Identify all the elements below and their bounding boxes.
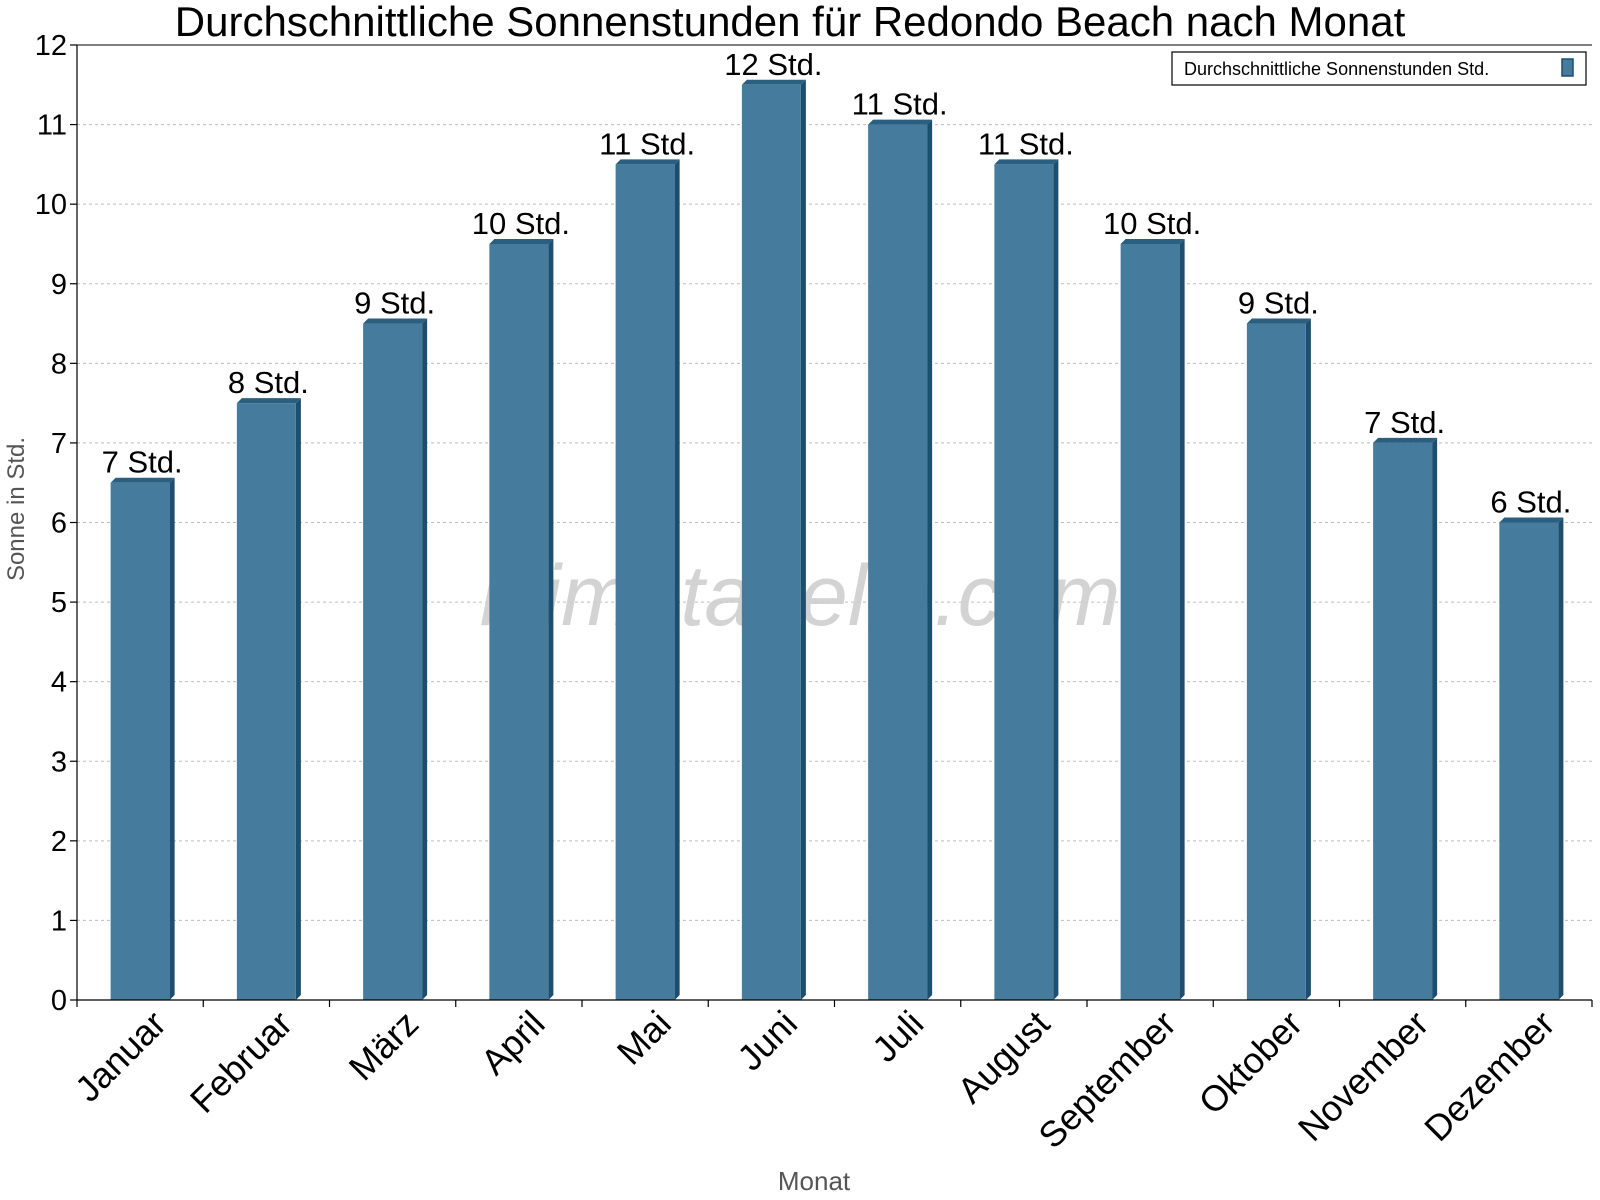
- data-label: 9 Std.: [354, 286, 435, 321]
- bar: [110, 477, 175, 1000]
- bar-top: [615, 159, 680, 165]
- x-tick-label: Juni: [729, 1003, 805, 1079]
- bar-side: [674, 159, 680, 1000]
- bar-front: [868, 124, 928, 1001]
- y-tick-label: 6: [51, 508, 67, 540]
- x-tick-label: April: [473, 1003, 553, 1083]
- bar-front: [1373, 442, 1433, 1001]
- y-tick-label: 9: [51, 269, 67, 301]
- y-tick-label: 8: [51, 348, 67, 380]
- bar: [1373, 437, 1438, 1001]
- bar-side: [1053, 159, 1059, 1000]
- bar: [489, 238, 554, 1001]
- bar: [1246, 318, 1311, 1001]
- legend-label: Durchschnittliche Sonnenstunden Std.: [1184, 59, 1489, 79]
- bar-front: [489, 243, 549, 1001]
- bar-side: [1179, 238, 1185, 1001]
- bar-front: [1120, 243, 1180, 1001]
- y-tick-label: 5: [51, 587, 67, 619]
- bar: [615, 159, 680, 1000]
- bar-front: [236, 403, 296, 1000]
- y-tick-label: 10: [35, 189, 67, 221]
- bar-front: [1499, 522, 1559, 1000]
- y-tick-label: 0: [51, 985, 67, 1017]
- axes: [70, 44, 1593, 1007]
- bar-side: [1305, 318, 1311, 1001]
- bar-top: [110, 477, 175, 483]
- grid-lines: [77, 44, 1592, 921]
- data-label: 7 Std.: [102, 445, 183, 480]
- bar: [741, 79, 806, 1000]
- data-label: 6 Std.: [1490, 485, 1571, 520]
- x-tick-label: Dezember: [1416, 1003, 1562, 1149]
- bar-top: [1246, 318, 1311, 324]
- bar-side: [548, 238, 554, 1001]
- data-label: 10 Std.: [472, 206, 570, 241]
- bar-top: [1499, 517, 1564, 523]
- x-tick-label: Mai: [609, 1003, 679, 1073]
- bars: [110, 79, 1564, 1001]
- x-tick-label: Februar: [182, 1003, 300, 1121]
- bar-side: [169, 477, 175, 1000]
- y-tick-label: 7: [51, 428, 67, 460]
- bar-top: [994, 159, 1059, 165]
- bar-front: [615, 164, 675, 1000]
- bar: [1120, 238, 1185, 1001]
- bar-side: [422, 318, 428, 1001]
- x-tick-label: Juli: [864, 1003, 931, 1070]
- bar-top: [236, 398, 301, 404]
- x-axis-label: Monat: [778, 1166, 851, 1196]
- bar: [868, 119, 933, 1001]
- data-label: 11 Std.: [599, 126, 695, 161]
- y-tick-label: 1: [51, 905, 67, 937]
- legend: Durchschnittliche Sonnenstunden Std.: [1171, 51, 1587, 86]
- bar-side: [1558, 517, 1564, 1000]
- bar-top: [741, 79, 806, 85]
- x-tick-label: März: [341, 1003, 427, 1089]
- bar-side: [295, 398, 301, 1000]
- bar-top: [489, 238, 554, 244]
- x-tick-label: September: [1030, 1003, 1184, 1157]
- y-tick-label: 2: [51, 826, 67, 858]
- bar-side: [800, 79, 806, 1000]
- data-label: 7 Std.: [1364, 405, 1445, 440]
- bar: [994, 159, 1059, 1000]
- bar-top: [1120, 238, 1185, 244]
- x-tick-label: Oktober: [1190, 1003, 1310, 1123]
- bar-front: [994, 164, 1054, 1000]
- bar-front: [741, 84, 801, 1000]
- bar-front: [363, 323, 423, 1001]
- bar: [363, 318, 428, 1001]
- data-label: 11 Std.: [852, 87, 948, 122]
- data-label: 10 Std.: [1103, 206, 1201, 241]
- bar-side: [1432, 437, 1438, 1001]
- bar-front: [110, 482, 170, 1000]
- bar-top: [1373, 437, 1438, 443]
- data-label: 11 Std.: [978, 126, 1074, 161]
- chart-title: Durchschnittliche Sonnenstunden für Redo…: [175, 0, 1406, 45]
- x-tick-label: August: [949, 1003, 1057, 1111]
- bar-front: [1246, 323, 1306, 1001]
- data-label: 8 Std.: [228, 365, 309, 400]
- x-tick-label: Januar: [67, 1003, 174, 1110]
- y-axis-label: Sonne in Std.: [3, 437, 30, 581]
- data-label: 9 Std.: [1238, 286, 1319, 321]
- legend-swatch: [1561, 58, 1574, 77]
- bar-top: [868, 119, 933, 125]
- bar-top: [363, 318, 428, 324]
- y-tick-label: 11: [37, 110, 67, 142]
- bar-side: [927, 119, 933, 1001]
- y-tick-label: 4: [51, 667, 67, 699]
- bar: [1499, 517, 1564, 1000]
- x-tick-label: November: [1290, 1003, 1436, 1149]
- data-label: 12 Std.: [724, 47, 822, 82]
- data-labels: 7 Std. 8 Std. 9 Std. 10 Std. 11 Std. 12 Std. 1…: [102, 47, 1572, 520]
- y-tick-label: 3: [51, 746, 67, 778]
- bar: [236, 398, 301, 1000]
- legend-box: [1171, 51, 1587, 86]
- y-tick-label: 12: [35, 30, 67, 62]
